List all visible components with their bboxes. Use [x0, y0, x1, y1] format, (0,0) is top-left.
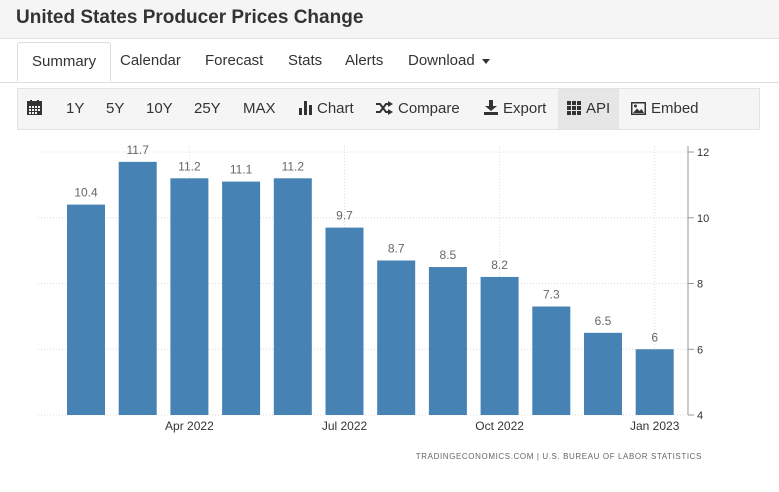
x-tick-label: Jul 2022 [322, 419, 368, 433]
image-icon [631, 102, 646, 115]
bar-value-label: 9.7 [336, 209, 353, 223]
bar-feb-2022[interactable] [67, 204, 105, 415]
source-credit: TRADINGECONOMICS.COM | U.S. BUREAU OF LA… [415, 452, 702, 461]
chart-label: Chart [317, 100, 354, 117]
bar-mar-2022[interactable] [118, 161, 157, 415]
y-tick-label: 8 [697, 279, 703, 291]
chart-toolbar: 1Y 5Y 10Y 25Y MAX Chart Compare Export [17, 88, 760, 130]
tab-stats[interactable]: Stats [288, 39, 322, 82]
range-10y-button[interactable]: 10Y [146, 89, 173, 129]
bar-jun-2022[interactable] [273, 178, 312, 415]
tab-forecast[interactable]: Forecast [205, 39, 263, 82]
bar-dec-2022[interactable] [584, 332, 622, 415]
range-max-button[interactable]: MAX [243, 89, 276, 129]
y-tick-label: 4 [697, 410, 703, 422]
bar-value-label: 11.7 [126, 143, 149, 157]
title-bar: United States Producer Prices Change [0, 0, 779, 39]
y-tick-label: 10 [697, 213, 709, 225]
caret-down-icon [481, 58, 490, 64]
range-max-label: MAX [243, 100, 276, 117]
api-label: API [586, 100, 611, 117]
tab-bar: Summary Calendar Forecast Stats Alerts D… [0, 39, 779, 83]
tab-download[interactable]: Download [408, 39, 490, 82]
range-1y-label: 1Y [66, 100, 85, 117]
calendar-icon [27, 100, 42, 115]
bar-value-label: 7.3 [543, 288, 560, 302]
tab-summary-label: Summary [32, 53, 97, 70]
x-tick-label: Oct 2022 [475, 419, 524, 433]
bar-apr-2022[interactable] [170, 178, 209, 415]
bar-chart-icon [299, 101, 312, 115]
bar-value-label: 11.2 [282, 159, 305, 173]
y-tick-label: 12 [697, 147, 709, 159]
embed-button[interactable]: Embed [631, 89, 699, 129]
page-title: United States Producer Prices Change [16, 7, 364, 28]
export-label: Export [503, 100, 547, 117]
range-25y-label: 25Y [194, 100, 221, 117]
bar-oct-2022[interactable] [480, 276, 519, 415]
tab-download-label: Download [408, 52, 475, 69]
range-10y-label: 10Y [146, 100, 173, 117]
range-1y-button[interactable]: 1Y [66, 89, 84, 129]
embed-label: Embed [651, 100, 699, 117]
tab-stats-label: Stats [288, 52, 323, 69]
bar-jan-2023[interactable] [635, 349, 674, 415]
bar-may-2022[interactable] [222, 181, 261, 415]
compare-button[interactable]: Compare [376, 89, 460, 129]
bar-value-label: 11.1 [230, 163, 253, 177]
tab-forecast-label: Forecast [205, 52, 264, 69]
shuffle-icon [376, 101, 393, 115]
bar-value-label: 6 [651, 330, 658, 344]
bar-value-label: 6.5 [595, 314, 612, 328]
bar-value-label: 8.7 [388, 241, 405, 255]
range-5y-label: 5Y [106, 100, 125, 117]
tab-summary[interactable]: Summary [17, 42, 112, 82]
download-icon [484, 100, 498, 115]
bar-nov-2022[interactable] [532, 306, 571, 415]
export-button[interactable]: Export [484, 89, 546, 129]
tab-alerts[interactable]: Alerts [345, 39, 383, 82]
chart-type-button[interactable]: Chart [299, 89, 354, 129]
tab-alerts-label: Alerts [345, 52, 384, 69]
bar-value-label: 8.2 [491, 258, 508, 272]
bar-value-label: 10.4 [74, 186, 98, 200]
bar-value-label: 8.5 [440, 248, 457, 262]
api-button[interactable]: API [558, 89, 620, 129]
grid-icon [567, 101, 581, 115]
x-tick-label: Jan 2023 [630, 419, 680, 433]
calendar-button[interactable] [27, 89, 47, 129]
y-tick-label: 6 [697, 344, 703, 356]
range-25y-button[interactable]: 25Y [194, 89, 221, 129]
tab-calendar[interactable]: Calendar [120, 39, 181, 82]
compare-label: Compare [398, 100, 460, 117]
bar-aug-2022[interactable] [377, 260, 416, 415]
range-5y-button[interactable]: 5Y [106, 89, 124, 129]
tab-calendar-label: Calendar [120, 52, 181, 69]
bar-chart: 10.411.711.2 11.1 11.29.78.7 8.58.27.36.56 … [38, 143, 709, 433]
bar-jul-2022[interactable] [325, 227, 364, 415]
bar-value-label: 11.2 [178, 159, 201, 173]
x-tick-label: Apr 2022 [165, 419, 214, 433]
bar-sep-2022[interactable] [428, 267, 467, 415]
